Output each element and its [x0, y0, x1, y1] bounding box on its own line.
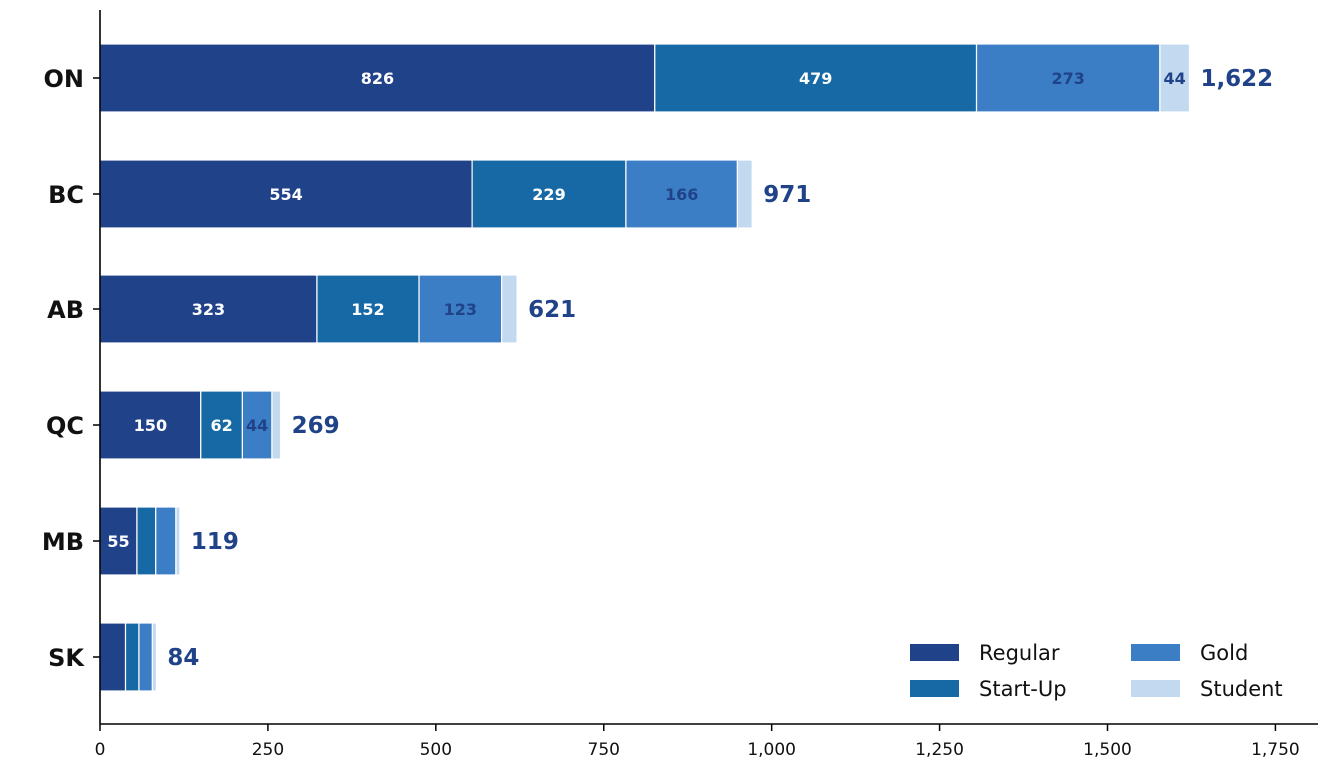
segment-label: 166	[665, 185, 698, 204]
x-tick-label: 0	[95, 740, 106, 760]
bar-segments	[100, 44, 1189, 691]
bar-segment-mb-gold	[156, 507, 176, 575]
bar-segment-bc-student	[737, 160, 752, 228]
segment-label: 123	[444, 300, 477, 319]
category-label-ab: AB	[47, 296, 84, 324]
bar-segment-mb-student	[176, 507, 180, 575]
bar-segment-qc-student	[272, 391, 281, 459]
x-axis: 0 250 500 750 1,000 1,250 1,500 1,750	[95, 724, 1318, 760]
segment-label: 55	[107, 532, 129, 551]
bar-segment-sk-regular	[100, 623, 126, 691]
category-label-on: ON	[44, 65, 85, 93]
total-label-bc: 971	[763, 182, 811, 208]
segment-label: 150	[134, 416, 167, 435]
x-tick-label: 750	[588, 740, 620, 760]
legend-label-gold: Gold	[1200, 641, 1248, 665]
segment-label: 554	[269, 185, 302, 204]
total-label-mb: 119	[191, 529, 239, 555]
total-label-on: 1,622	[1200, 66, 1273, 92]
segment-label: 44	[246, 416, 268, 435]
x-tick-label: 500	[420, 740, 452, 760]
category-label-sk: SK	[48, 644, 85, 672]
segment-label: 479	[799, 69, 832, 88]
x-tick-label: 1,750	[1251, 740, 1300, 760]
bar-segment-sk-gold	[139, 623, 152, 691]
segment-label: 62	[210, 416, 232, 435]
x-tick-label: 1,250	[915, 740, 964, 760]
bar-segment-mb-start-up	[137, 507, 156, 575]
bar-segment-sk-start-up	[126, 623, 139, 691]
y-axis: ON BC AB QC MB SK	[42, 10, 100, 724]
category-label-qc: QC	[46, 412, 84, 440]
total-label-ab: 621	[528, 297, 576, 323]
total-labels: 1,622 971 621 269 119 84	[167, 66, 1273, 671]
segment-label: 323	[192, 300, 225, 319]
legend-swatch-student	[1131, 680, 1180, 697]
segment-label: 826	[361, 69, 394, 88]
x-tick-label: 250	[252, 740, 284, 760]
total-label-sk: 84	[167, 645, 199, 671]
legend-label-student: Student	[1200, 677, 1283, 701]
bar-segment-sk-student	[152, 623, 156, 691]
bar-segment-ab-student	[502, 275, 517, 343]
legend: Regular Gold Start-Up Student	[910, 641, 1283, 701]
total-label-qc: 269	[292, 413, 340, 439]
x-tick-label: 1,000	[747, 740, 796, 760]
x-tick-label: 1,500	[1083, 740, 1132, 760]
segment-label: 44	[1164, 69, 1186, 88]
legend-swatch-regular	[910, 644, 959, 661]
category-label-mb: MB	[42, 528, 84, 556]
segment-label: 152	[351, 300, 384, 319]
legend-label-regular: Regular	[979, 641, 1060, 665]
segment-label: 229	[532, 185, 565, 204]
legend-swatch-start-up	[910, 680, 959, 697]
legend-swatch-gold	[1131, 644, 1180, 661]
category-label-bc: BC	[48, 181, 84, 209]
legend-label-start-up: Start-Up	[979, 677, 1067, 701]
segment-label: 273	[1052, 69, 1085, 88]
